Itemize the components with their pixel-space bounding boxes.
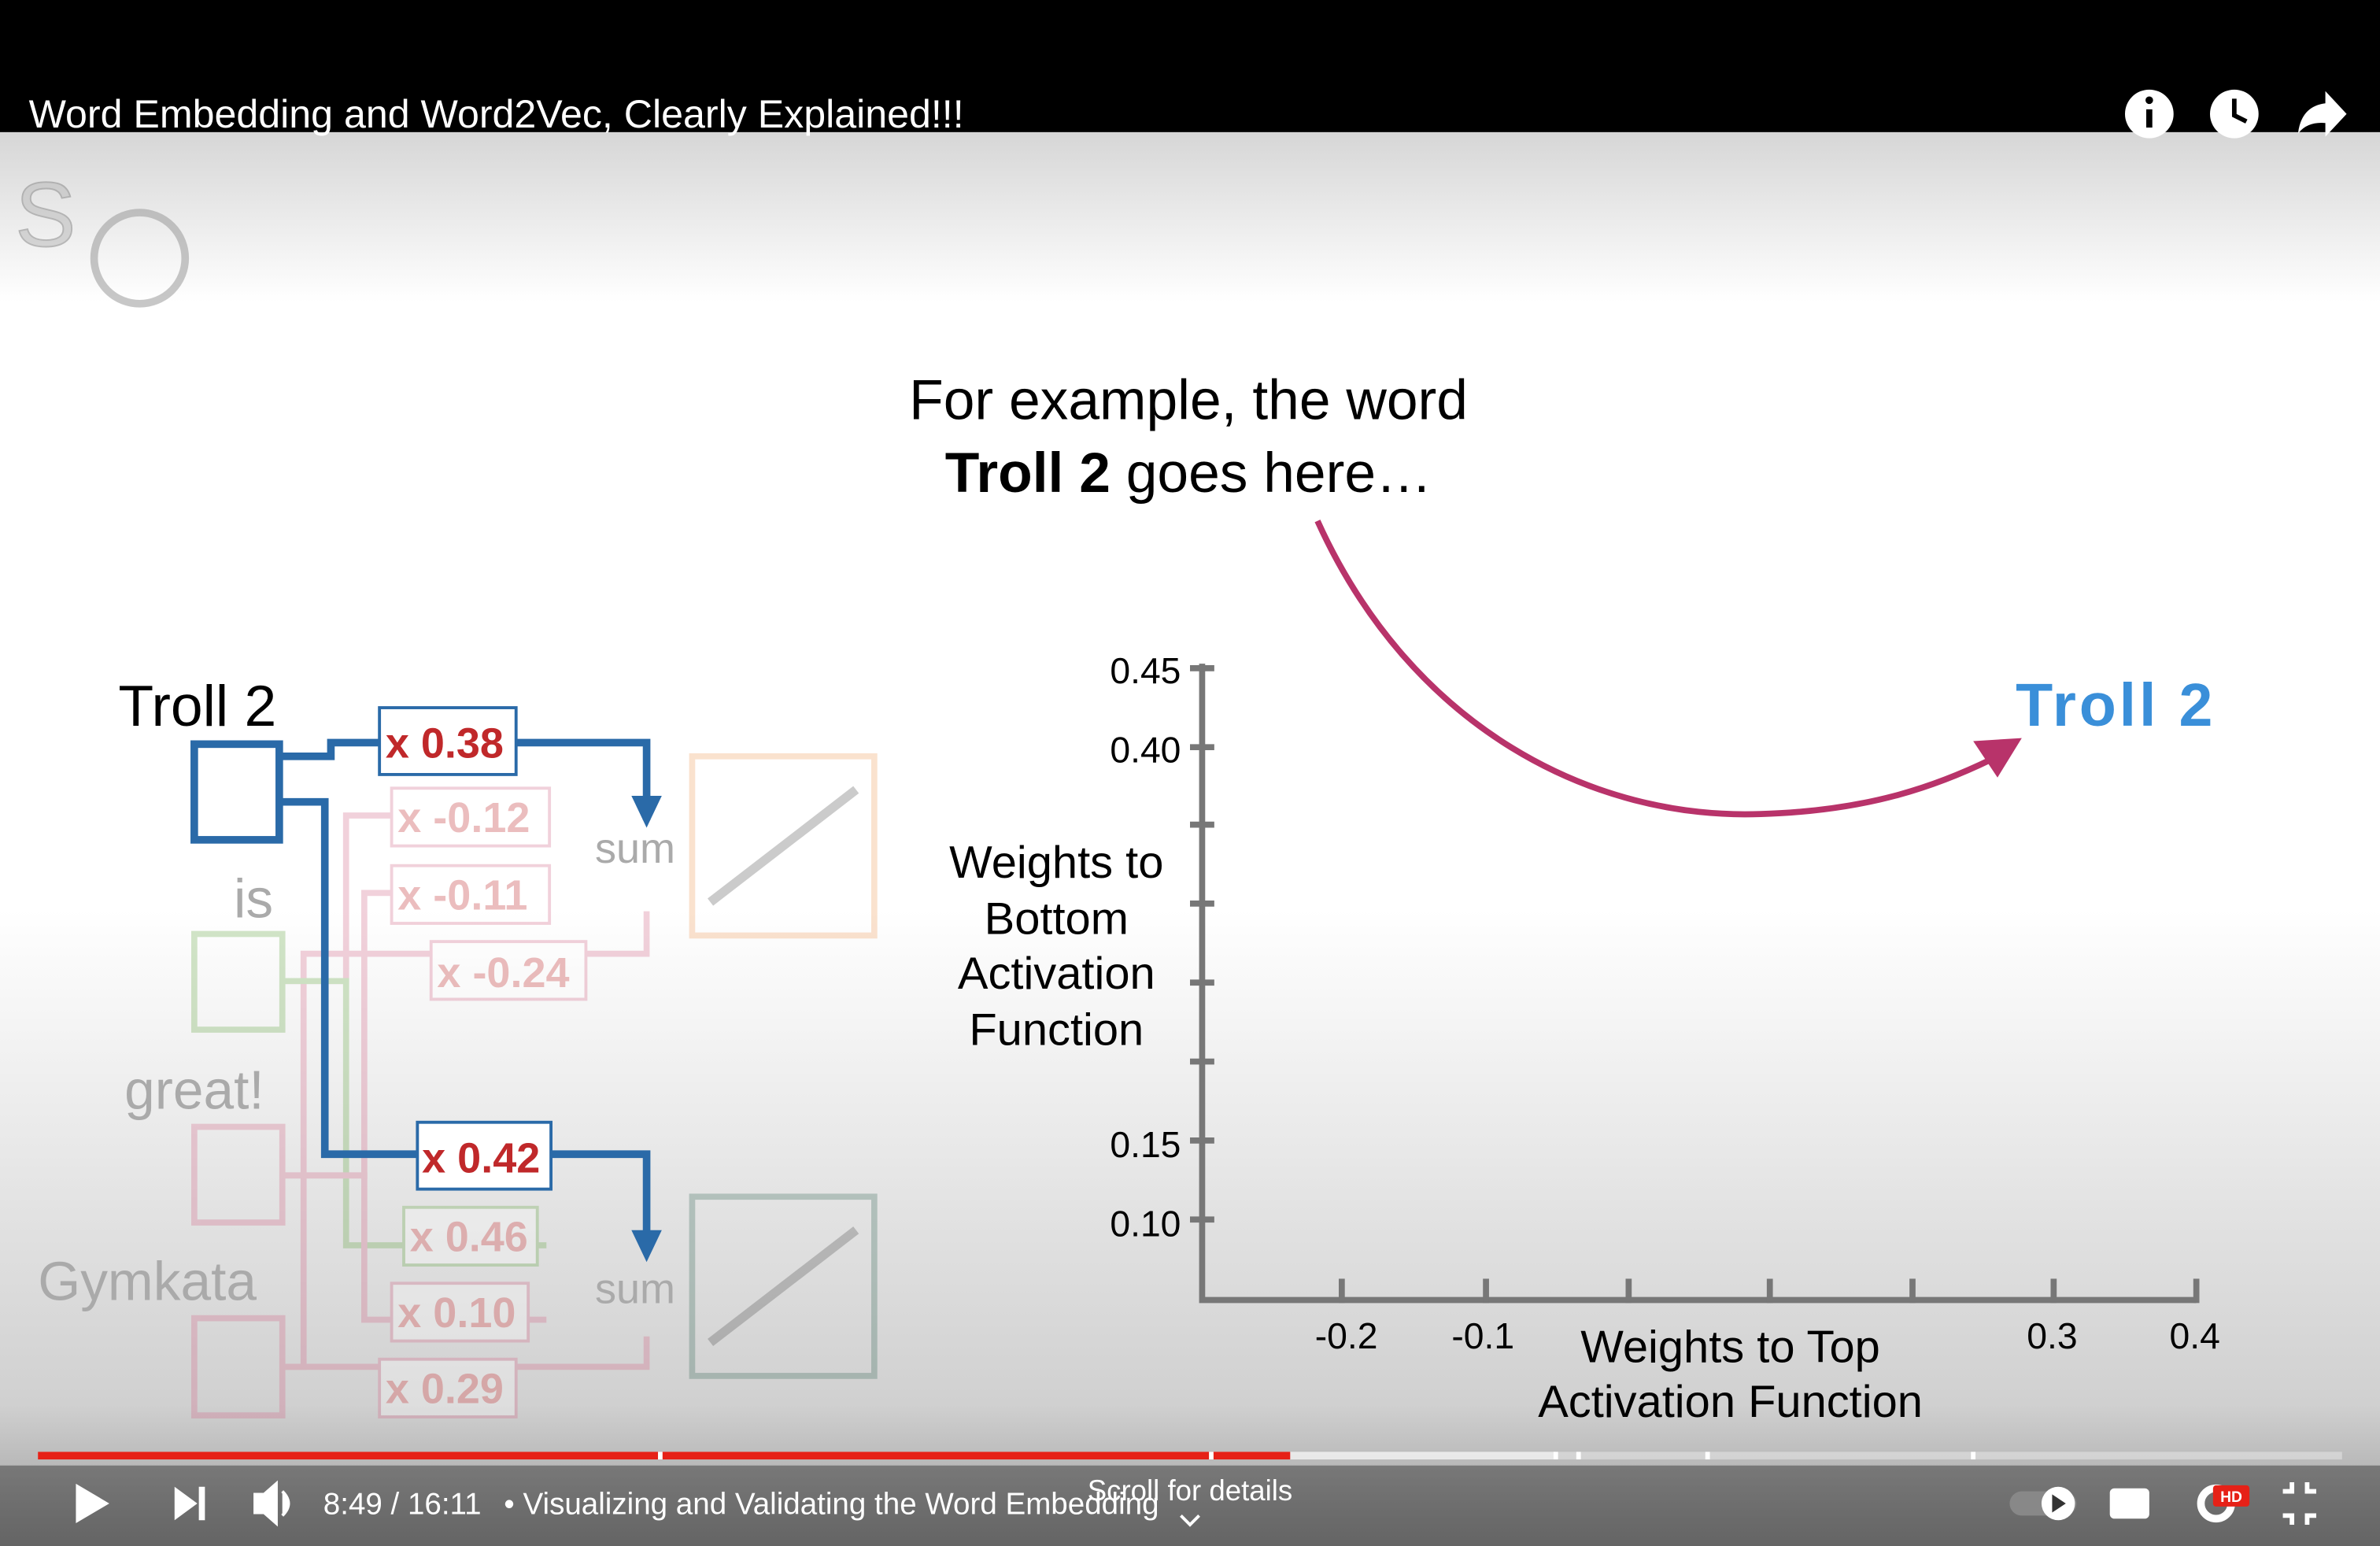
pointer-arrow	[1314, 520, 1993, 818]
x-tick-label: -0.1	[1451, 1315, 1514, 1356]
chapter-gaps	[658, 1452, 1976, 1460]
input-label: Gymkata	[38, 1250, 257, 1311]
input-box	[191, 1123, 286, 1226]
y-tick-label: 0.10	[1110, 1203, 1181, 1244]
controls: 8:49 / 16:11 • Visualizing and Validatin…	[76, 1474, 2316, 1527]
network: Troll 2 is great! Gymkata x 0.38 x -0.12…	[38, 674, 878, 1418]
input-label: great!	[124, 1059, 264, 1120]
active-lines	[282, 738, 651, 1253]
weight-label: x 0.42	[422, 1134, 540, 1182]
info-dot	[2145, 96, 2153, 105]
progress-played	[38, 1452, 1291, 1460]
faded-lines	[282, 812, 650, 1370]
x-axis-label: Weights to Top	[1580, 1322, 1880, 1373]
y-tick-label: 0.15	[1110, 1124, 1181, 1165]
volume-button[interactable]	[253, 1480, 290, 1527]
plot-axes	[1199, 664, 2197, 1304]
hd-label: HD	[2220, 1489, 2242, 1506]
video-frame	[0, 131, 2380, 1546]
sum-label: sum	[595, 1265, 675, 1312]
x-axis-label: Activation Function	[1538, 1377, 1923, 1427]
input-box	[191, 1315, 286, 1418]
weight-box	[402, 1205, 539, 1267]
top-icons	[2125, 89, 2347, 139]
x-tick-label: -0.2	[1315, 1315, 1378, 1356]
input-box	[191, 930, 286, 1033]
weight-label: x 0.29	[386, 1366, 504, 1413]
y-axis-label: Function	[969, 1004, 1144, 1055]
progress-buffer	[1290, 1452, 1556, 1460]
x-tick-label: 0.4	[2170, 1315, 2220, 1356]
y-tick-label: 0.45	[1110, 650, 1181, 691]
input-label: is	[234, 867, 273, 929]
x-tick-label: 0.3	[2027, 1315, 2077, 1356]
hd-badge	[2212, 1485, 2250, 1507]
caption-bold: Troll 2	[945, 442, 1111, 505]
info-glyph	[2146, 109, 2153, 128]
progress-bar[interactable]	[38, 1452, 2342, 1460]
activation-line	[708, 786, 859, 1347]
toggle-play	[2052, 1494, 2066, 1513]
controls-shade	[0, 1465, 2380, 1546]
arrow-head	[1973, 738, 2022, 778]
input-box-active	[190, 740, 283, 844]
weight-box-active	[416, 1120, 553, 1191]
play-button[interactable]	[76, 1483, 109, 1524]
logo-q	[90, 209, 190, 308]
clock-hands	[2231, 98, 2248, 124]
caption-line1: For example, the word	[909, 368, 1468, 431]
y-axis-label: Activation	[958, 949, 1155, 999]
weight-label: x 0.10	[397, 1289, 516, 1337]
weight-box	[378, 1357, 518, 1418]
callout-label: Troll 2	[2016, 671, 2216, 739]
weight-label: x 0.46	[410, 1214, 528, 1261]
share-button[interactable]	[2297, 91, 2347, 137]
cc-button[interactable]	[2109, 1488, 2149, 1519]
weight-box	[390, 786, 552, 848]
video-title[interactable]: Word Embedding and Word2Vec, Clearly Exp…	[29, 92, 964, 136]
weight-label: x -0.11	[397, 872, 527, 919]
logo-s: S	[15, 164, 76, 266]
y-tick-label: 0.40	[1110, 729, 1181, 770]
scroll-hint: Scroll for details	[1088, 1474, 1292, 1507]
faded-lines-green	[282, 978, 547, 1248]
chapter-title[interactable]: • Visualizing and Validating the Word Em…	[504, 1487, 1159, 1521]
caption-line2: Troll 2 goes here…	[945, 442, 1432, 505]
weight-label: x 0.38	[386, 720, 504, 767]
logo: S	[14, 163, 190, 308]
y-axis-label: Weights to	[949, 838, 1163, 888]
y-axis-label: Bottom	[985, 893, 1129, 944]
weight-label: x -0.24	[437, 949, 569, 997]
scroll-chevron	[1180, 1515, 1200, 1527]
weight-label: x -0.12	[397, 794, 530, 841]
weight-box	[429, 940, 588, 1001]
caption-rest: goes here…	[1126, 442, 1432, 505]
next-button[interactable]	[174, 1486, 205, 1521]
time-display: 8:49 / 16:11	[323, 1487, 482, 1521]
input-label: Troll 2	[118, 674, 276, 738]
sum-label: sum	[595, 825, 675, 872]
weight-box	[390, 864, 552, 925]
weight-box	[390, 1282, 530, 1343]
activation-box	[689, 1193, 878, 1379]
plot: Weights to Bottom Activation Function We…	[949, 650, 2220, 1427]
activation-box	[689, 753, 878, 939]
exit-fullscreen[interactable]	[2282, 1481, 2316, 1525]
weight-box-active	[378, 706, 518, 776]
faded-lines-pink	[282, 1172, 650, 1370]
